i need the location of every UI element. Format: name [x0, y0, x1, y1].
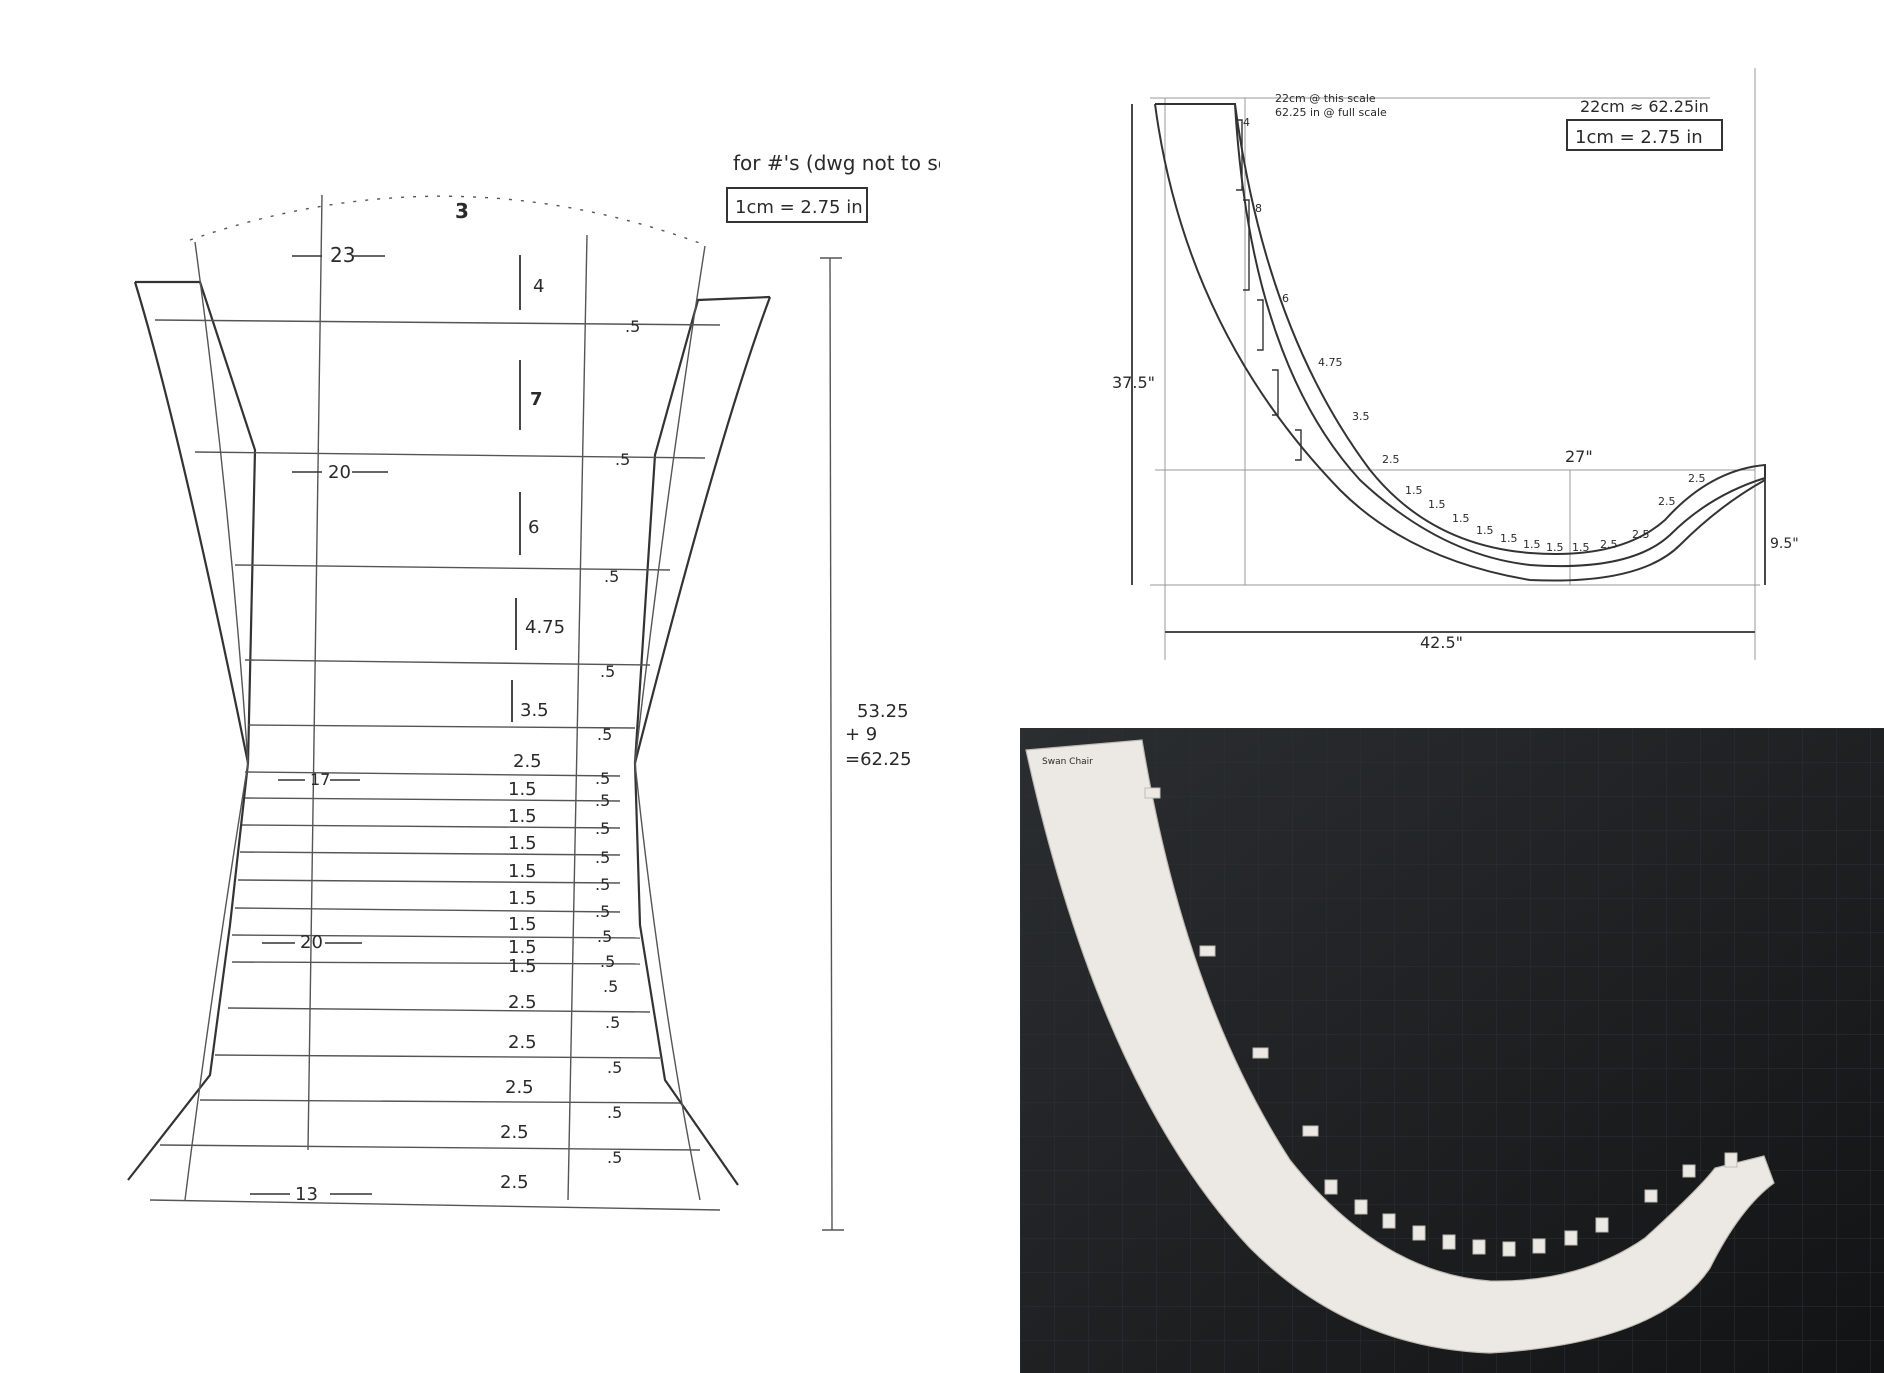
r-seg-2: 8 — [1255, 202, 1262, 215]
gap-12: .5 — [597, 927, 612, 946]
depth-label: 27" — [1565, 447, 1593, 466]
width-label-5: 13 — [295, 1184, 318, 1205]
card-label: Swan Chair — [1042, 757, 1093, 767]
total-3: =62.25 — [845, 749, 912, 770]
gap-13: .5 — [600, 952, 615, 971]
gap-14: .5 — [603, 977, 618, 996]
right-scale-box — [1566, 119, 1723, 151]
left-sketch: 3 23 20 17 20 13 4 7 6 4.75 3.5 2.5 1.5 … — [127, 151, 940, 1231]
right-sketch: 22cm @ this scale 62.25 in @ full scale … — [1112, 68, 1799, 660]
seg-19: 2.5 — [500, 1172, 529, 1193]
gap-15: .5 — [605, 1013, 620, 1032]
seg-14: 1.5 — [508, 956, 537, 977]
seg-4: 4.75 — [525, 617, 565, 638]
gap-labels: .5 .5 .5 .5 .5 .5 .5 .5 .5 .5 .5 .5 .5 .… — [595, 317, 640, 1167]
seg-2: 7 — [530, 389, 543, 410]
gap-10: .5 — [595, 875, 610, 894]
gap-9: .5 — [595, 848, 610, 867]
seg-6: 2.5 — [513, 751, 542, 772]
seg-9: 1.5 — [508, 833, 537, 854]
seg-12: 1.5 — [508, 914, 537, 935]
r-seg-1: 4 — [1243, 116, 1250, 129]
seg-1: 4 — [533, 276, 544, 297]
seg-10: 1.5 — [508, 861, 537, 882]
scale-note-1: 22cm @ this scale — [1275, 92, 1376, 105]
r-seg-9: 1.5 — [1452, 512, 1470, 525]
r-seg-13: 1.5 — [1546, 541, 1564, 554]
r-seg-15: 2.5 — [1600, 538, 1618, 551]
gap-1: .5 — [625, 317, 640, 336]
r-seg-5: 3.5 — [1352, 410, 1370, 423]
r-seg-7: 1.5 — [1405, 484, 1423, 497]
gap-16: .5 — [607, 1058, 622, 1077]
width-label-3: 17 — [310, 770, 330, 789]
gap-3: .5 — [604, 567, 619, 586]
r-seg-11: 1.5 — [1500, 532, 1518, 545]
dwg-note: for #'s (dwg not to scale) — [733, 151, 940, 175]
equivalence: 22cm ≈ 62.25in — [1580, 97, 1709, 116]
gap-11: .5 — [595, 902, 610, 921]
seg-18: 2.5 — [500, 1122, 529, 1143]
seg-16: 2.5 — [508, 1032, 537, 1053]
scale-box — [726, 187, 868, 223]
length-label: 42.5" — [1420, 633, 1463, 652]
gap-5: .5 — [597, 725, 612, 744]
seg-3: 6 — [528, 517, 539, 538]
r-seg-17: 2.5 — [1658, 495, 1676, 508]
width-label-1: 23 — [330, 243, 355, 267]
gap-8: .5 — [595, 819, 610, 838]
r-seg-16: 2.5 — [1632, 528, 1650, 541]
total-1: 53.25 — [857, 701, 909, 722]
gap-4: .5 — [600, 662, 615, 681]
photo-panel: Swan Chair — [1020, 728, 1884, 1373]
r-seg-14: 1.5 — [1572, 541, 1590, 554]
right-scale-text: 1cm = 2.75 in — [1575, 127, 1703, 148]
scale-note-2: 62.25 in @ full scale — [1275, 106, 1387, 119]
r-seg-8: 1.5 — [1428, 498, 1446, 511]
gap-18: .5 — [607, 1148, 622, 1167]
r-seg-3: 6 — [1282, 292, 1289, 305]
total-2: + 9 — [845, 724, 877, 745]
seg-11: 1.5 — [508, 888, 537, 909]
seg-8: 1.5 — [508, 806, 537, 827]
r-seg-18: 2.5 — [1688, 472, 1706, 485]
seg-5: 3.5 — [520, 700, 549, 721]
gap-17: .5 — [607, 1103, 622, 1122]
r-seg-6: 2.5 — [1382, 453, 1400, 466]
scale-text: 1cm = 2.75 in — [735, 197, 863, 218]
seg-7: 1.5 — [508, 779, 537, 800]
r-seg-10: 1.5 — [1476, 524, 1494, 537]
segment-heights: 4 7 6 4.75 3.5 2.5 1.5 1.5 1.5 1.5 1.5 1… — [500, 276, 565, 1193]
seg-13: 1.5 — [508, 937, 537, 958]
right-segment-labels: 4 8 6 4.75 3.5 2.5 1.5 1.5 1.5 1.5 1.5 1… — [1243, 116, 1706, 554]
top-width-label: 3 — [455, 199, 469, 223]
photo-illustration: Swan Chair — [1020, 728, 1884, 1373]
r-seg-4: 4.75 — [1318, 356, 1343, 369]
paper-cutout — [1025, 739, 1775, 1354]
gap-6: .5 — [595, 769, 610, 788]
height-label: 37.5" — [1112, 373, 1155, 392]
seg-17: 2.5 — [505, 1077, 534, 1098]
end-height-label: 9.5" — [1770, 536, 1799, 552]
gap-2: .5 — [615, 450, 630, 469]
seg-15: 2.5 — [508, 992, 537, 1013]
width-label-4: 20 — [300, 932, 323, 953]
width-label-2: 20 — [328, 462, 351, 483]
r-seg-12: 1.5 — [1523, 538, 1541, 551]
gap-7: .5 — [595, 791, 610, 810]
